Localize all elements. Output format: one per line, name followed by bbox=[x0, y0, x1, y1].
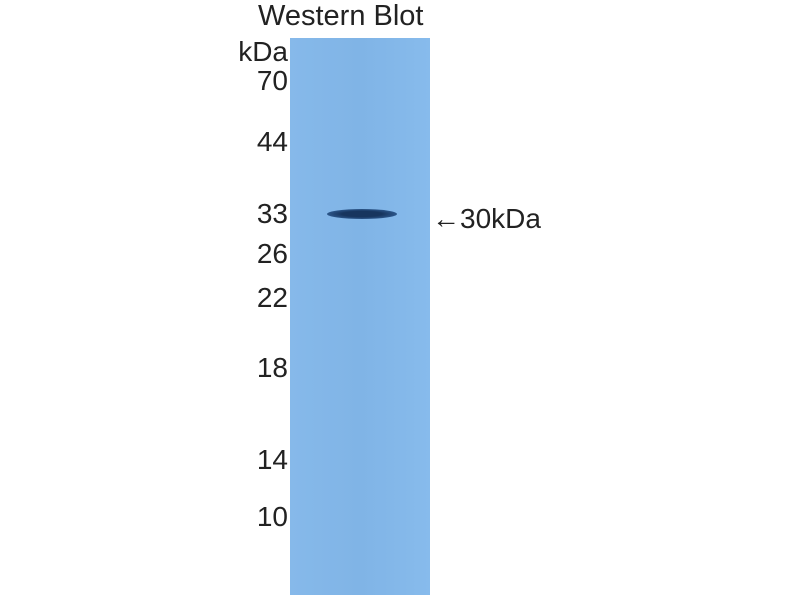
marker-10: 10 bbox=[256, 501, 288, 532]
figure-title: Western Blot bbox=[258, 0, 424, 32]
unit-label: kDa bbox=[238, 36, 288, 67]
marker-26: 26 bbox=[256, 238, 288, 269]
marker-22: 22 bbox=[256, 282, 288, 313]
marker-14: 14 bbox=[256, 444, 288, 475]
marker-33: 33 bbox=[256, 198, 288, 229]
protein-band bbox=[327, 209, 397, 219]
marker-44: 44 bbox=[256, 126, 288, 157]
band-annotation: ←30kDa bbox=[432, 203, 541, 234]
marker-18: 18 bbox=[256, 352, 288, 383]
marker-70: 70 bbox=[256, 65, 288, 96]
blot-lane bbox=[290, 38, 430, 595]
